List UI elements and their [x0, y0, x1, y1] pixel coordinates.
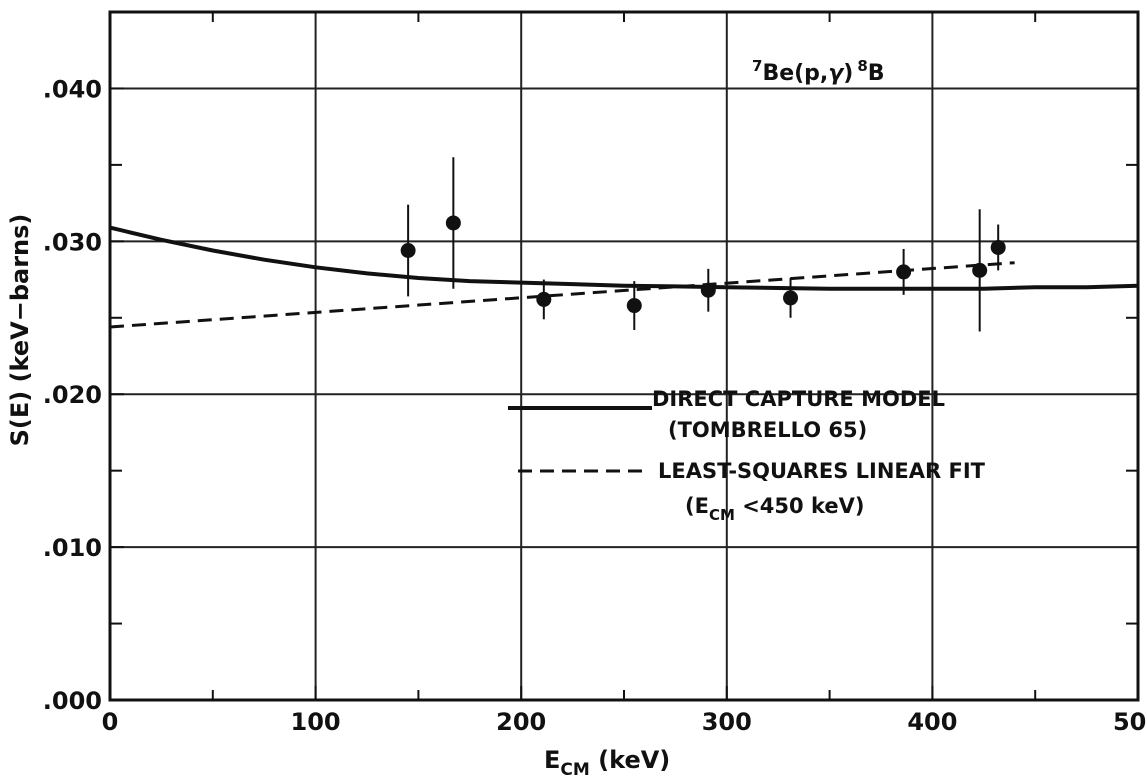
x-tick-label: 300 [702, 708, 752, 736]
data-point [400, 243, 416, 259]
y-tick-label: .020 [43, 381, 102, 409]
y-tick-label: .010 [43, 534, 102, 562]
legend-solid-label: DIRECT CAPTURE MODEL [652, 387, 945, 411]
plot-frame [108, 10, 1140, 702]
data-point [700, 282, 716, 298]
data-point [626, 298, 642, 314]
x-tick-label: 200 [496, 708, 546, 736]
x-tick-label: 0 [102, 708, 119, 736]
data-point [536, 291, 552, 307]
series-layer [109, 225, 1139, 329]
y-tick-label: .040 [43, 75, 102, 103]
data-point [972, 262, 988, 278]
x-tick-label: 100 [291, 708, 341, 736]
x-tick-label: 500 [1113, 708, 1147, 736]
reaction-label: 7Be(p,γ) 8B [752, 57, 885, 86]
data-point [783, 290, 799, 306]
ticks-layer: 0 100 200 300 400 500 .000 .010 .020 .030 .040 [43, 12, 1147, 736]
direct-capture-curve [109, 225, 1139, 291]
y-tick-label: .030 [43, 228, 102, 256]
data-point [445, 215, 461, 231]
data-point [896, 264, 912, 280]
points-layer [400, 157, 1006, 332]
legend-dashed-label: LEAST-SQUARES LINEAR FIT [658, 459, 986, 483]
grid [110, 12, 1138, 700]
y-axis-label: S(E) (keV−barns) [6, 214, 34, 447]
x-tick-label: 400 [907, 708, 957, 736]
y-tick-label: .000 [43, 687, 102, 715]
least-squares-fit-line [109, 261, 1015, 329]
x-axis-label: ECM (keV) [544, 746, 670, 778]
data-point [990, 239, 1006, 255]
legend-solid-sublabel: (TOMBRELLO 65) [668, 418, 867, 442]
legend-dashed-sublabel: (ECM <450 keV) [685, 494, 864, 524]
